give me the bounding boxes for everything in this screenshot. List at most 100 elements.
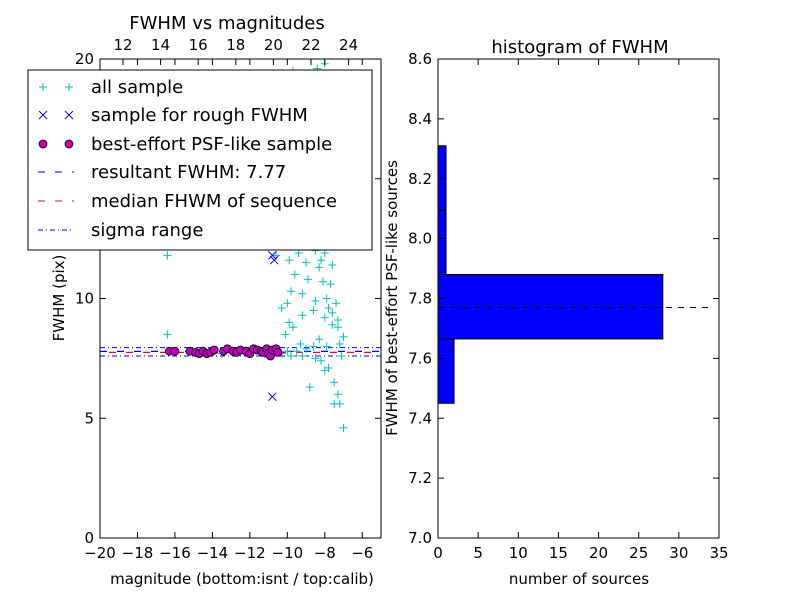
legend-label: sigma range [91, 220, 203, 241]
point-all-sample [322, 342, 331, 351]
x-tick-label: 0 [433, 544, 443, 562]
legend-entry-rough-sample: sample for rough FWHM [38, 105, 308, 126]
point-all-sample [328, 320, 337, 329]
histogram-x-label: number of sources [509, 570, 649, 588]
point-all-sample [324, 363, 333, 372]
scatter-x-label: magnitude (bottom:isnt / top:calib) [110, 570, 374, 588]
point-psf-sample [273, 347, 283, 357]
point-all-sample [298, 351, 307, 360]
point-all-sample [333, 390, 342, 399]
point-all-sample [302, 258, 311, 267]
histogram-bar [437, 145, 447, 211]
y-tick-label: 10 [75, 290, 94, 308]
point-all-sample [163, 330, 172, 339]
legend-marker-circle [64, 139, 74, 149]
legend-label: resultant FWHM: 7.77 [91, 162, 286, 183]
point-all-sample [317, 356, 326, 365]
y-tick-label: 0 [84, 529, 94, 547]
legend-entry-all-sample: all sample [39, 77, 183, 98]
x-tick-label: −6 [351, 544, 373, 562]
point-all-sample [311, 296, 320, 305]
point-all-sample [335, 340, 344, 349]
scatter-ticks: −20−18−16−14−12−10−8−6051015201214161820… [75, 36, 381, 562]
point-rough-sample [267, 392, 277, 402]
top-tick-label: 20 [264, 36, 283, 54]
scatter-panel: −20−18−16−14−12−10−8−6051015201214161820… [27, 13, 382, 588]
y-tick-label: 5 [84, 409, 94, 427]
point-all-sample [318, 277, 327, 286]
point-all-sample [328, 308, 337, 317]
cross-b [267, 251, 277, 260]
point-all-sample [305, 383, 314, 392]
point-all-sample [317, 256, 326, 265]
point-all-sample [337, 351, 346, 360]
x-tick-label: −8 [314, 544, 336, 562]
point-all-sample [298, 289, 307, 298]
histogram-title: histogram of FWHM [491, 37, 668, 58]
point-all-sample [287, 351, 296, 360]
point-all-sample [302, 344, 311, 353]
point-all-sample [333, 316, 342, 325]
top-tick-label: 14 [151, 36, 170, 54]
point-all-sample [339, 332, 348, 341]
x-tick-label: 15 [549, 544, 568, 562]
x-tick-label: 10 [509, 544, 528, 562]
histogram-bar [437, 209, 447, 276]
point-all-sample [311, 354, 320, 363]
point-all-sample [283, 347, 292, 356]
point-all-sample [283, 299, 292, 308]
y-tick-label: 8.6 [408, 50, 432, 68]
top-tick-label: 24 [339, 36, 358, 54]
histogram-bar [437, 274, 664, 340]
point-all-sample [339, 423, 348, 432]
legend: all sample sample for rough FWHM best-ef… [27, 69, 373, 251]
y-tick-label: 7.0 [408, 529, 432, 547]
x-tick-label: −20 [84, 544, 116, 562]
point-all-sample [303, 275, 312, 284]
point-all-sample [277, 304, 286, 313]
top-tick-label: 16 [189, 36, 208, 54]
top-tick-label: 12 [113, 36, 132, 54]
point-all-sample [315, 335, 324, 344]
histogram-y-label: FWHM of best-effort PSF-like sources [383, 160, 401, 436]
point-all-sample [332, 299, 341, 308]
legend-label: sample for rough FWHM [91, 105, 308, 126]
legend-label: best-effort PSF-like sample [91, 134, 332, 155]
point-rough-sample [267, 251, 277, 260]
point-all-sample [163, 251, 172, 260]
x-tick-label: 20 [589, 544, 608, 562]
legend-entry-sigma-range: sigma range [38, 220, 203, 241]
point-all-sample [285, 318, 294, 327]
top-tick-label: 22 [301, 36, 320, 54]
point-all-sample [287, 287, 296, 296]
legend-entry-median-fwhm: median FHWM of sequence [38, 191, 337, 212]
point-all-sample [309, 306, 318, 315]
point-all-sample [328, 260, 337, 269]
legend-marker-circle [38, 139, 48, 149]
point-all-sample [315, 263, 324, 272]
x-tick-label: 5 [473, 544, 483, 562]
point-all-sample [330, 399, 339, 408]
y-tick-label: 7.8 [408, 290, 432, 308]
point-all-sample [292, 347, 301, 356]
point-all-sample [288, 323, 297, 332]
y-tick-label: 7.6 [408, 349, 432, 367]
legend-marker-x [38, 110, 74, 120]
x-tick-label: −18 [122, 544, 154, 562]
point-all-sample [333, 323, 342, 332]
histogram-bar [437, 338, 455, 404]
point-all-sample [290, 270, 299, 279]
point-all-sample [320, 313, 329, 322]
point-all-sample [326, 280, 335, 289]
x-tick-label: 35 [709, 544, 728, 562]
cross-b [269, 255, 279, 265]
legend-label: all sample [91, 77, 183, 98]
y-tick-label: 7.2 [408, 469, 432, 487]
x-tick-label: −12 [234, 544, 266, 562]
y-tick-label: 7.4 [408, 409, 432, 427]
histogram-ticks: 0 5 10 15 20 25 30 35 7.0 7.2 7.4 7.6 7.8 8.0 8.2 8.4 8.… [408, 50, 728, 562]
y-tick-label: 8.2 [408, 170, 432, 188]
legend-entry-resultant-fwhm: resultant FWHM: 7.77 [38, 162, 286, 183]
point-psf-sample [170, 346, 180, 356]
